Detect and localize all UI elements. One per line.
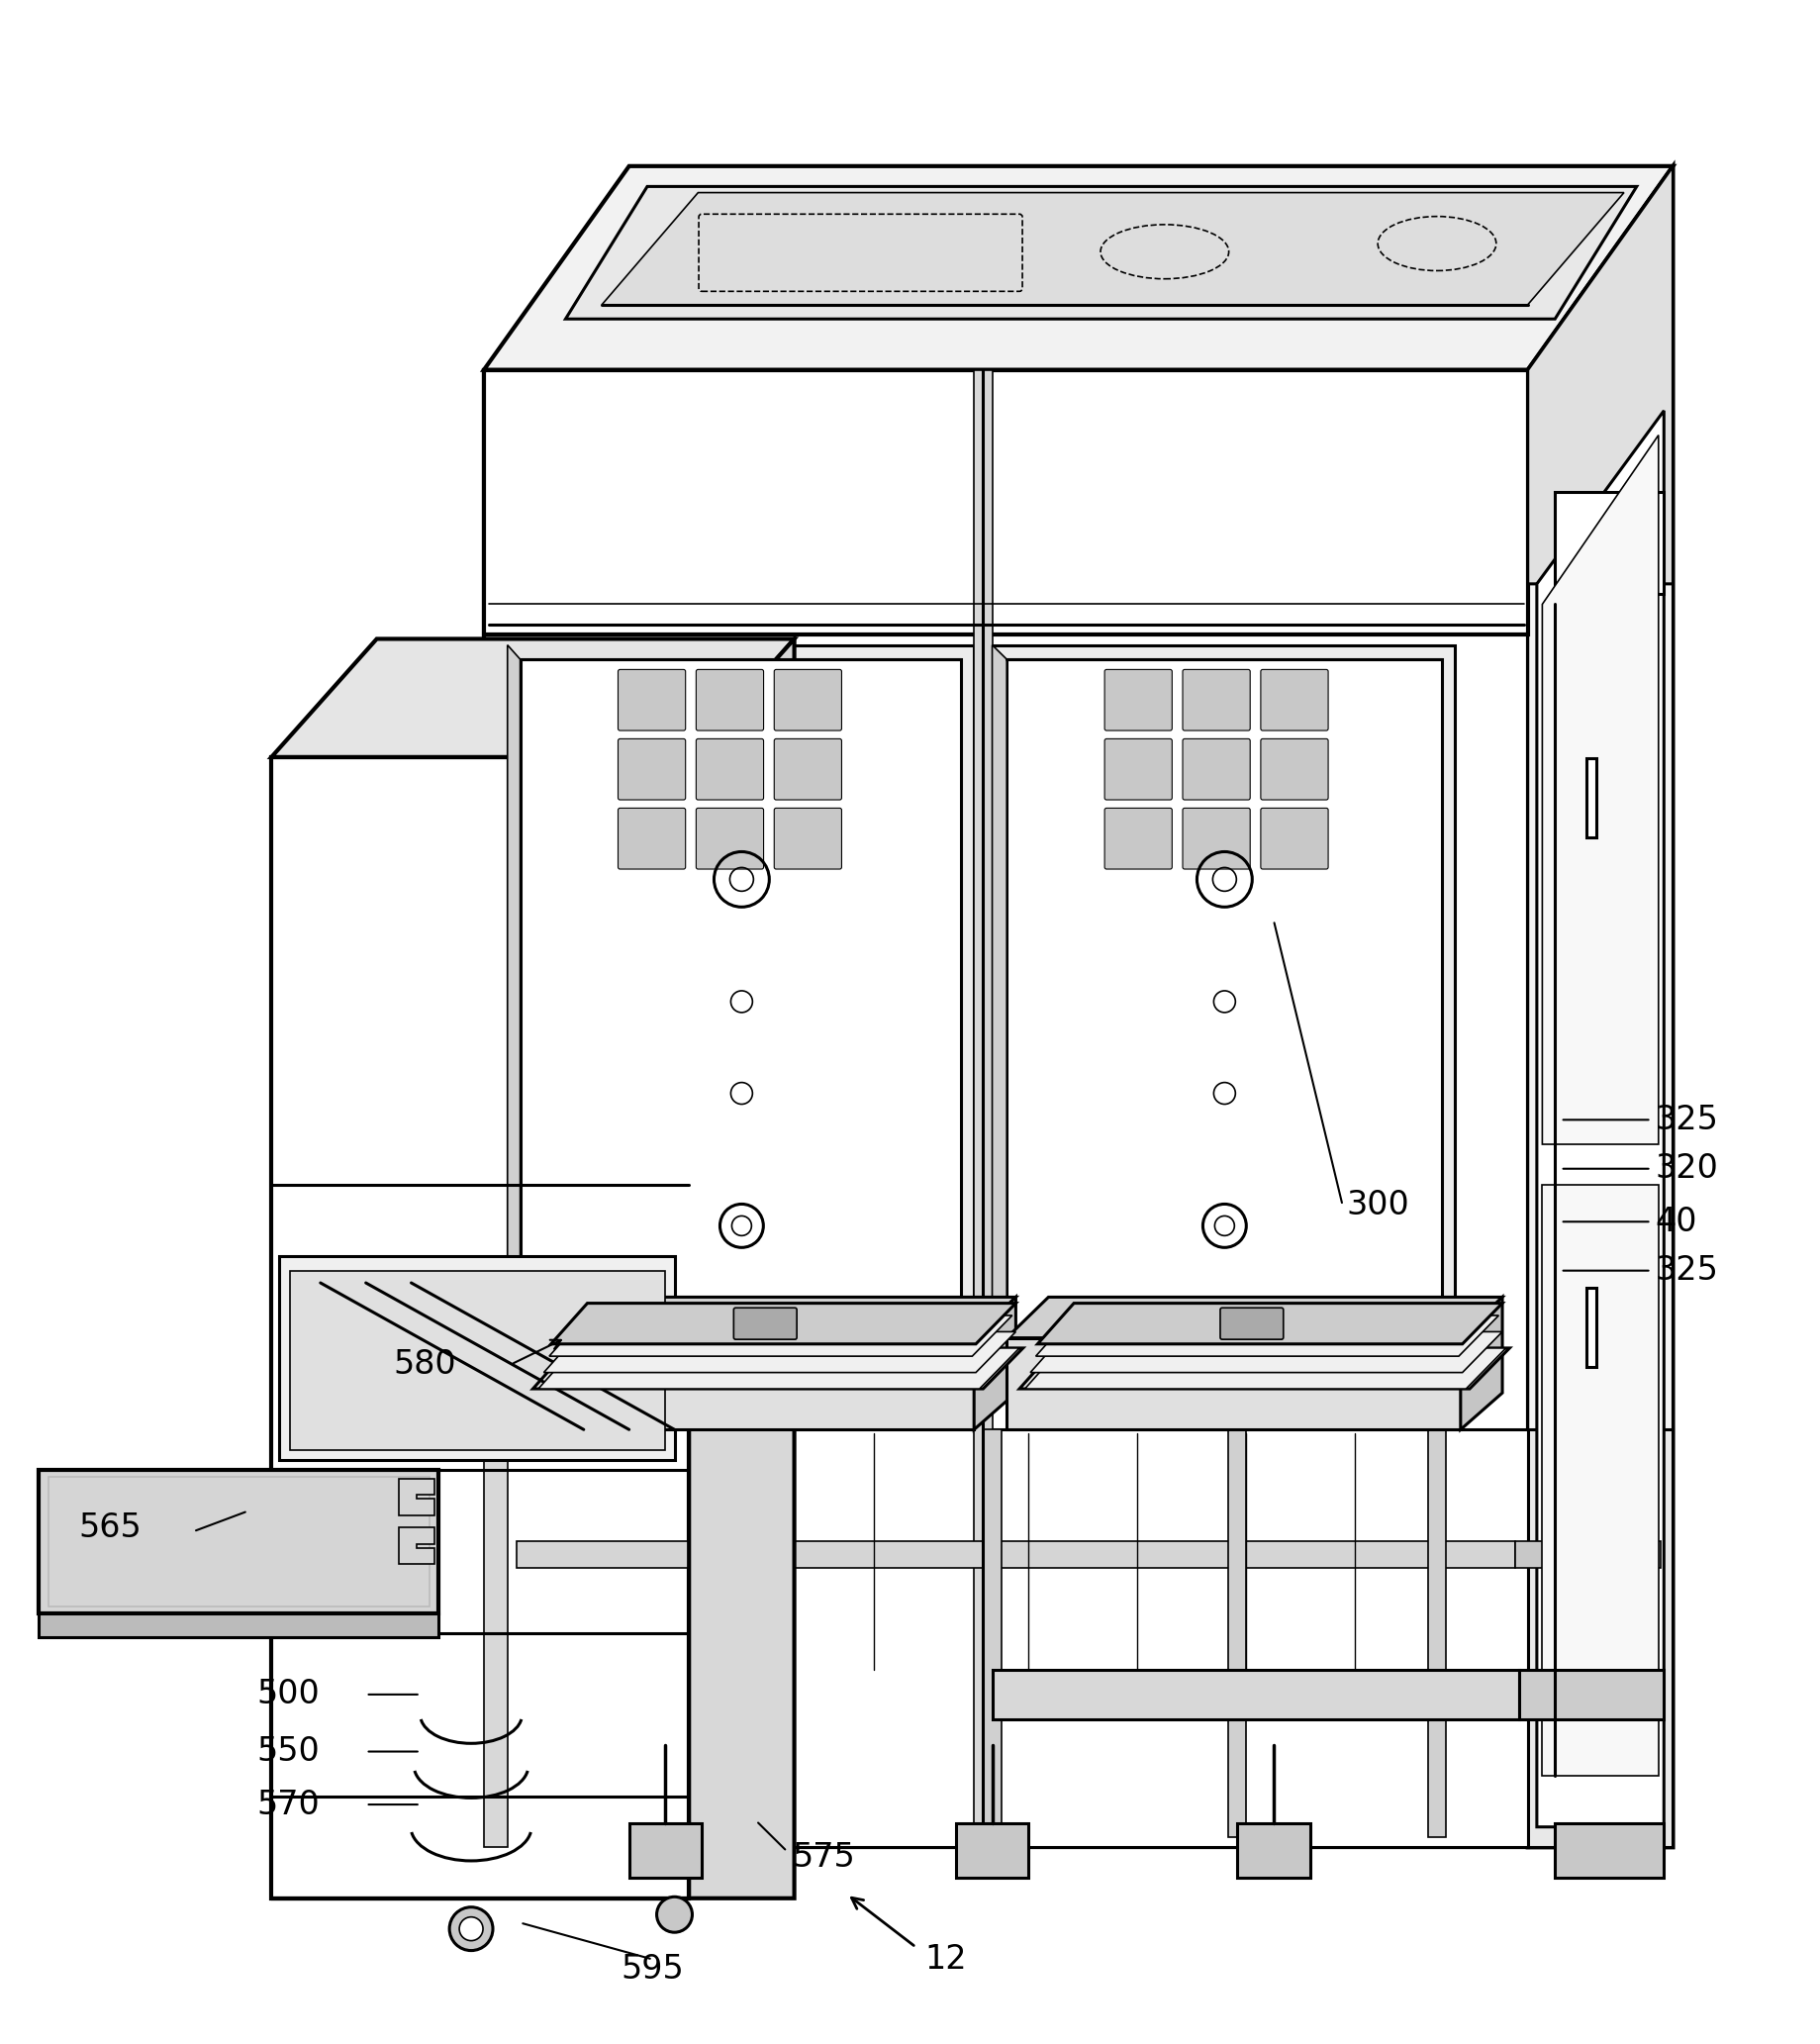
- Polygon shape: [1037, 1304, 1502, 1345]
- Polygon shape: [1527, 166, 1673, 1848]
- FancyBboxPatch shape: [1259, 670, 1327, 730]
- Polygon shape: [521, 1298, 1016, 1339]
- Circle shape: [450, 1907, 493, 1950]
- FancyBboxPatch shape: [617, 670, 684, 730]
- Text: 595: 595: [621, 1954, 684, 1987]
- Polygon shape: [1518, 1670, 1663, 1719]
- Polygon shape: [38, 1613, 439, 1637]
- FancyBboxPatch shape: [774, 807, 841, 869]
- Polygon shape: [1006, 1339, 1460, 1429]
- Polygon shape: [551, 1304, 1016, 1345]
- Polygon shape: [688, 640, 794, 1899]
- Circle shape: [657, 1897, 692, 1932]
- Polygon shape: [628, 1823, 701, 1878]
- Polygon shape: [1460, 1298, 1502, 1429]
- Text: 300: 300: [1345, 1190, 1409, 1222]
- Polygon shape: [521, 1339, 974, 1429]
- FancyBboxPatch shape: [695, 807, 763, 869]
- Polygon shape: [1025, 1349, 1505, 1388]
- Text: 500: 500: [257, 1678, 320, 1711]
- Polygon shape: [484, 370, 1527, 1848]
- FancyBboxPatch shape: [774, 670, 841, 730]
- Polygon shape: [1006, 660, 1441, 1353]
- Polygon shape: [517, 1541, 1514, 1568]
- Polygon shape: [544, 1333, 1016, 1372]
- Text: 580: 580: [393, 1349, 455, 1380]
- FancyBboxPatch shape: [1219, 1308, 1283, 1339]
- Polygon shape: [1554, 1823, 1663, 1878]
- Text: 12: 12: [925, 1944, 966, 1977]
- Polygon shape: [1542, 1186, 1658, 1776]
- Text: 40: 40: [1654, 1206, 1696, 1239]
- Polygon shape: [974, 1298, 1016, 1429]
- Polygon shape: [1527, 166, 1673, 585]
- Polygon shape: [1527, 176, 1673, 1848]
- Polygon shape: [1527, 1429, 1673, 1848]
- Polygon shape: [533, 1349, 1023, 1388]
- FancyBboxPatch shape: [733, 1308, 797, 1339]
- Polygon shape: [956, 1823, 1028, 1878]
- Polygon shape: [289, 1271, 664, 1449]
- FancyBboxPatch shape: [1259, 738, 1327, 799]
- FancyBboxPatch shape: [617, 738, 684, 799]
- Polygon shape: [992, 646, 1454, 1367]
- Polygon shape: [1427, 1429, 1445, 1838]
- Polygon shape: [484, 1429, 1527, 1848]
- Polygon shape: [1019, 1349, 1509, 1388]
- Polygon shape: [539, 1349, 1019, 1388]
- Polygon shape: [1030, 1333, 1501, 1372]
- Text: 550: 550: [257, 1735, 320, 1768]
- Polygon shape: [1536, 411, 1663, 1827]
- Bar: [1585, 758, 1596, 838]
- Polygon shape: [1236, 1823, 1309, 1878]
- FancyBboxPatch shape: [1105, 738, 1172, 799]
- Text: 575: 575: [792, 1842, 855, 1874]
- Polygon shape: [271, 756, 688, 1899]
- Bar: [1554, 493, 1663, 595]
- Text: 565: 565: [78, 1511, 142, 1543]
- FancyBboxPatch shape: [774, 738, 841, 799]
- Text: 325: 325: [1654, 1255, 1716, 1288]
- Polygon shape: [47, 1476, 430, 1607]
- Polygon shape: [1514, 1541, 1660, 1568]
- FancyBboxPatch shape: [695, 738, 763, 799]
- Polygon shape: [399, 1527, 435, 1564]
- Polygon shape: [521, 660, 961, 1353]
- Text: 320: 320: [1654, 1153, 1716, 1186]
- Polygon shape: [550, 1316, 1012, 1357]
- Polygon shape: [1227, 1429, 1245, 1838]
- Polygon shape: [992, 1670, 1518, 1719]
- Polygon shape: [566, 186, 1636, 319]
- Polygon shape: [484, 1429, 508, 1848]
- Polygon shape: [508, 646, 521, 1353]
- Polygon shape: [484, 166, 1673, 370]
- FancyBboxPatch shape: [1259, 807, 1327, 869]
- Circle shape: [459, 1917, 482, 1940]
- Polygon shape: [602, 192, 1623, 305]
- FancyBboxPatch shape: [1105, 807, 1172, 869]
- Polygon shape: [992, 646, 1006, 1353]
- Polygon shape: [508, 646, 974, 1367]
- FancyBboxPatch shape: [617, 807, 684, 869]
- Polygon shape: [1542, 435, 1658, 1145]
- FancyBboxPatch shape: [1105, 670, 1172, 730]
- Polygon shape: [983, 1429, 1001, 1838]
- FancyBboxPatch shape: [695, 670, 763, 730]
- Polygon shape: [1036, 1316, 1498, 1357]
- Text: 325: 325: [1654, 1104, 1716, 1136]
- FancyBboxPatch shape: [1181, 738, 1250, 799]
- Polygon shape: [271, 640, 794, 756]
- Bar: [1585, 1288, 1596, 1367]
- Text: 570: 570: [257, 1788, 320, 1821]
- Polygon shape: [278, 1257, 673, 1459]
- Polygon shape: [399, 1478, 435, 1515]
- Polygon shape: [484, 370, 1527, 636]
- FancyBboxPatch shape: [1181, 670, 1250, 730]
- FancyBboxPatch shape: [1181, 807, 1250, 869]
- Polygon shape: [974, 370, 992, 1848]
- Polygon shape: [38, 1470, 439, 1613]
- Polygon shape: [1006, 1298, 1502, 1339]
